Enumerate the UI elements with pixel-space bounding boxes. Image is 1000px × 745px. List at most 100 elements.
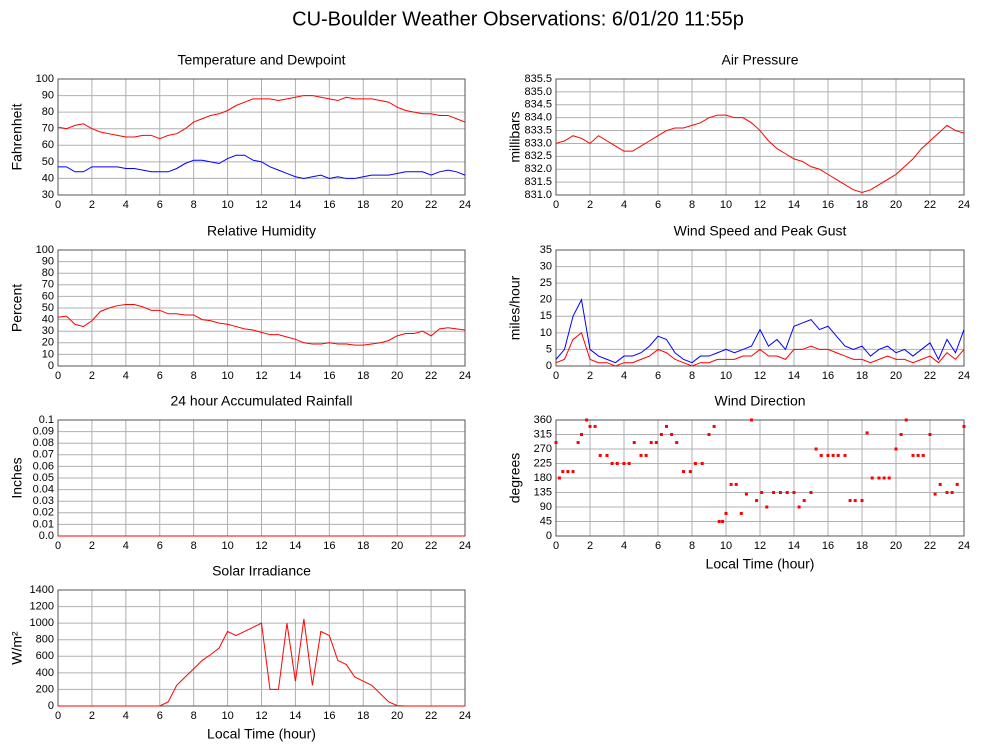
y-tick-label: 1200 [30, 600, 54, 612]
y-tick-label: 833.5 [524, 124, 552, 136]
data-point [670, 433, 674, 436]
y-tick-label: 315 [534, 428, 552, 440]
data-point [797, 505, 801, 509]
y-tick-label: 45 [540, 515, 552, 527]
x-tick-label: 6 [157, 370, 163, 382]
y-tick-label: 0 [546, 360, 552, 372]
plot-frame [555, 419, 965, 537]
y-tick-label: 0.06 [33, 460, 54, 472]
y-tick-label: 90 [42, 256, 54, 268]
y-tick-label: 5 [546, 343, 552, 355]
x-tick-label: 22 [425, 710, 437, 722]
y-axis-label: W/m² [9, 631, 25, 665]
x-tick-label: 14 [289, 540, 301, 552]
x-tick-label: 22 [924, 540, 936, 552]
x-tick-label: 4 [123, 370, 129, 382]
y-axis-label: millibars [507, 111, 523, 162]
y-axis-label: miles/hour [507, 275, 523, 340]
y-tick-label: 0.05 [33, 472, 54, 484]
x-tick-label: 12 [255, 199, 267, 211]
y-tick-label: 0.08 [33, 437, 54, 449]
x-tick-label: 10 [720, 540, 732, 552]
data-point [585, 418, 589, 422]
x-tick-label: 4 [123, 199, 129, 211]
data-point [734, 482, 738, 486]
data-point [639, 453, 643, 457]
x-tick-label: 18 [357, 199, 369, 211]
plot-frame [555, 78, 965, 196]
data-point [649, 441, 653, 445]
y-axis-label: Percent [9, 284, 25, 332]
data-point [729, 482, 733, 486]
data-point [950, 491, 954, 494]
x-tick-label: 10 [221, 710, 233, 722]
data-point [605, 453, 609, 457]
data-point [659, 433, 663, 436]
data-point [554, 441, 558, 445]
data-line [57, 95, 466, 140]
x-tick-label: 10 [720, 370, 732, 382]
chart-title: Wind Direction [714, 393, 805, 409]
y-tick-label: 831.5 [524, 176, 552, 188]
x-tick-label: 4 [621, 540, 627, 552]
plot-frame [57, 249, 466, 367]
data-point [724, 511, 728, 515]
x-tick-label: 8 [689, 199, 695, 211]
x-tick-label: 12 [754, 540, 766, 552]
y-tick-label: 15 [540, 310, 552, 322]
y-tick-label: 100 [36, 244, 54, 256]
x-tick-label: 6 [655, 370, 661, 382]
y-tick-label: 20 [42, 337, 54, 349]
y-axis-label: Fahrenheit [9, 103, 25, 170]
x-tick-label: 24 [459, 540, 471, 552]
data-point [870, 476, 874, 480]
y-tick-label: 30 [42, 325, 54, 337]
y-tick-label: 832.0 [524, 163, 552, 175]
data-line [57, 304, 466, 346]
x-tick-label: 6 [157, 199, 163, 211]
y-tick-label: 0 [48, 360, 54, 372]
data-point [739, 511, 743, 515]
y-tick-label: 0.09 [33, 426, 54, 438]
data-point [831, 453, 835, 457]
x-tick-label: 16 [822, 370, 834, 382]
x-tick-label: 18 [856, 370, 868, 382]
data-point [627, 462, 631, 465]
data-point [707, 433, 711, 436]
x-tick-label: 0 [55, 710, 61, 722]
plot-frame [57, 589, 466, 707]
y-tick-label: 60 [42, 139, 54, 151]
y-tick-label: 0.07 [33, 449, 54, 461]
x-tick-label: 4 [621, 199, 627, 211]
data-point [675, 441, 679, 445]
data-point [887, 476, 891, 480]
data-point [809, 491, 813, 494]
data-point [566, 470, 570, 474]
data-point [899, 433, 903, 436]
y-tick-label: 1400 [30, 584, 54, 596]
y-tick-label: 360 [534, 414, 552, 426]
data-line [555, 114, 965, 193]
data-point [622, 462, 626, 465]
x-tick-label: 12 [255, 370, 267, 382]
data-point [561, 470, 565, 474]
x-tick-label: 0 [553, 199, 559, 211]
x-tick-label: 24 [459, 370, 471, 382]
data-point [848, 499, 852, 503]
y-tick-label: 835.0 [524, 86, 552, 98]
y-tick-label: 70 [42, 123, 54, 135]
data-point [665, 424, 668, 428]
x-tick-label: 18 [856, 540, 868, 552]
y-tick-label: 40 [42, 172, 54, 184]
x-tick-label: 12 [754, 370, 766, 382]
data-point [644, 453, 648, 457]
y-tick-label: 135 [534, 486, 552, 498]
x-tick-label: 22 [425, 370, 437, 382]
data-point [693, 462, 697, 465]
x-tick-label: 2 [587, 540, 593, 552]
x-tick-label: 8 [191, 370, 197, 382]
data-point [778, 491, 782, 494]
data-point [772, 491, 776, 494]
x-tick-label: 20 [890, 540, 902, 552]
